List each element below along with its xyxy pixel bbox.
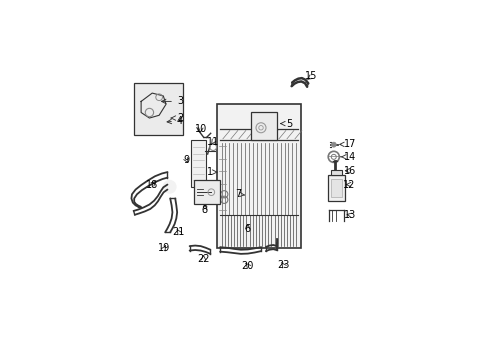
Text: 22: 22: [197, 255, 209, 264]
Circle shape: [330, 142, 336, 147]
Text: 17: 17: [339, 139, 355, 149]
Text: 21: 21: [172, 227, 184, 237]
Text: 9: 9: [183, 155, 189, 165]
Text: 20: 20: [241, 261, 253, 270]
Bar: [330, 170, 342, 175]
Bar: [217, 104, 300, 248]
Text: 10: 10: [194, 124, 206, 134]
Text: 2: 2: [171, 113, 183, 123]
Text: 5: 5: [280, 118, 292, 129]
Text: 11: 11: [206, 136, 219, 147]
Bar: [134, 84, 183, 135]
Text: 13: 13: [344, 210, 356, 220]
Text: 6: 6: [244, 224, 250, 234]
Bar: [191, 140, 206, 187]
Text: 8: 8: [202, 204, 207, 215]
Bar: [327, 175, 344, 201]
Circle shape: [163, 180, 176, 194]
Text: 12: 12: [342, 180, 354, 190]
Text: 16: 16: [344, 166, 356, 176]
Text: 7: 7: [235, 189, 244, 199]
Text: 4: 4: [167, 116, 183, 126]
Text: 1: 1: [207, 167, 217, 177]
Text: 19: 19: [158, 243, 170, 253]
Bar: [330, 179, 342, 197]
Text: 14: 14: [340, 152, 355, 162]
Text: 3: 3: [161, 96, 183, 107]
Text: 23: 23: [277, 260, 289, 270]
Bar: [193, 180, 220, 204]
Bar: [250, 112, 276, 140]
Text: 15: 15: [305, 72, 317, 81]
Text: 18: 18: [146, 180, 158, 190]
